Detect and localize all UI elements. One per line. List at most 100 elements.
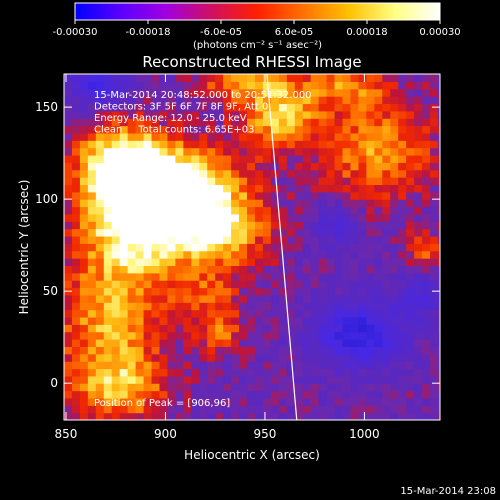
heatmap-cell: [270, 103, 280, 112]
observation-annotations: 15-Mar-2014 20:48:52.000 to 20:51:32.000…: [94, 90, 312, 136]
heatmap-cell: [414, 294, 423, 303]
heatmap-cell: [231, 206, 240, 215]
heatmap-cell: [262, 302, 272, 311]
heatmap-cell: [422, 147, 431, 156]
heatmap-cell: [366, 243, 375, 252]
heatmap-cell: [254, 199, 264, 208]
heatmap-cell: [79, 324, 89, 333]
heatmap-cell: [262, 96, 272, 105]
heatmap-cell: [342, 81, 352, 90]
heatmap-cell: [239, 331, 248, 340]
heatmap-cell: [390, 339, 399, 347]
heatmap-cell: [167, 412, 177, 420]
heatmap-cell: [247, 88, 256, 97]
heatmap-cell: [111, 397, 121, 406]
heatmap-cell: [438, 184, 440, 193]
heatmap-cell: [127, 353, 137, 362]
heatmap-cell: [326, 206, 336, 215]
heatmap-cell: [191, 250, 200, 259]
heatmap-cell: [199, 147, 208, 156]
heatmap-cell: [262, 383, 272, 392]
heatmap-cell: [414, 287, 423, 296]
heatmap-cell: [294, 228, 304, 237]
heatmap-cell: [422, 397, 431, 406]
heatmap-cell: [95, 412, 105, 420]
heatmap-cell: [87, 346, 97, 355]
heatmap-cell: [310, 81, 320, 90]
heatmap-cell: [151, 280, 161, 289]
heatmap-cell: [414, 368, 423, 377]
heatmap-cell: [262, 88, 272, 97]
heatmap-cell: [239, 353, 248, 362]
heatmap-cell: [318, 280, 328, 289]
heatmap-cell: [223, 405, 232, 414]
heatmap-cell: [191, 81, 200, 90]
heatmap-cell: [286, 228, 296, 237]
heatmap-cell: [398, 221, 407, 230]
chart-title: Reconstructed RHESSI Image: [142, 53, 361, 71]
heatmap-cell: [95, 397, 105, 406]
heatmap-cell: [215, 405, 224, 414]
heatmap-cell: [438, 294, 440, 303]
heatmap-cell: [183, 125, 192, 134]
heatmap-cell: [350, 184, 360, 193]
heatmap-cell: [223, 265, 232, 274]
heatmap-cell: [334, 140, 344, 149]
heatmap-cell: [103, 177, 113, 186]
heatmap-cell: [254, 412, 264, 420]
heatmap-cell: [71, 258, 81, 267]
heatmap-cell: [318, 368, 328, 377]
heatmap-cell: [366, 324, 375, 333]
heatmap-cell: [414, 96, 423, 105]
heatmap-cell: [95, 140, 105, 149]
heatmap-cell: [382, 169, 391, 178]
heatmap-cell: [64, 125, 73, 134]
heatmap-cell: [231, 125, 240, 134]
heatmap-cell: [294, 353, 304, 362]
heatmap-cell: [239, 361, 248, 370]
heatmap-cell: [382, 331, 391, 340]
heatmap-cell: [103, 110, 113, 119]
heatmap-cell: [270, 118, 280, 127]
heatmap-cell: [318, 235, 328, 244]
colorbar-tick-label: -6.0e-05: [200, 27, 242, 38]
heatmap-cell: [191, 324, 200, 333]
heatmap-cell: [191, 405, 200, 414]
heatmap-cell: [278, 169, 288, 178]
heatmap-cell: [111, 309, 121, 318]
heatmap-cell: [422, 390, 431, 399]
heatmap-cell: [183, 368, 192, 377]
heatmap-cell: [270, 74, 280, 82]
heatmap-cell: [302, 81, 312, 90]
heatmap-cell: [71, 154, 81, 163]
heatmap-cell: [406, 339, 415, 347]
heatmap-cell: [183, 154, 192, 163]
heatmap-cell: [390, 169, 399, 178]
heatmap-cell: [302, 302, 312, 311]
heatmap-cell: [326, 368, 336, 377]
heatmap-cell: [64, 118, 73, 127]
heatmap-cell: [310, 383, 320, 392]
heatmap-cell: [95, 243, 105, 252]
heatmap-cell: [382, 390, 391, 399]
heatmap-cell: [207, 74, 216, 82]
heatmap-cell: [183, 169, 192, 178]
heatmap-cell: [278, 103, 288, 112]
heatmap-cell: [87, 368, 97, 377]
heatmap-cell: [406, 147, 415, 156]
heatmap-cell: [406, 287, 415, 296]
heatmap-cell: [390, 96, 399, 105]
heatmap-cell: [438, 258, 440, 267]
heatmap-cell: [302, 331, 312, 340]
heatmap-cell: [191, 287, 200, 296]
heatmap-cell: [95, 199, 105, 208]
heatmap-cell: [366, 287, 375, 296]
heatmap-cell: [334, 162, 344, 171]
heatmap-cell: [207, 405, 216, 414]
heatmap-cell: [398, 184, 407, 193]
heatmap-cell: [414, 258, 423, 267]
heatmap-cell: [334, 309, 344, 318]
heatmap-cell: [79, 339, 89, 347]
heatmap-cell: [438, 361, 440, 370]
heatmap-cell: [334, 169, 344, 178]
